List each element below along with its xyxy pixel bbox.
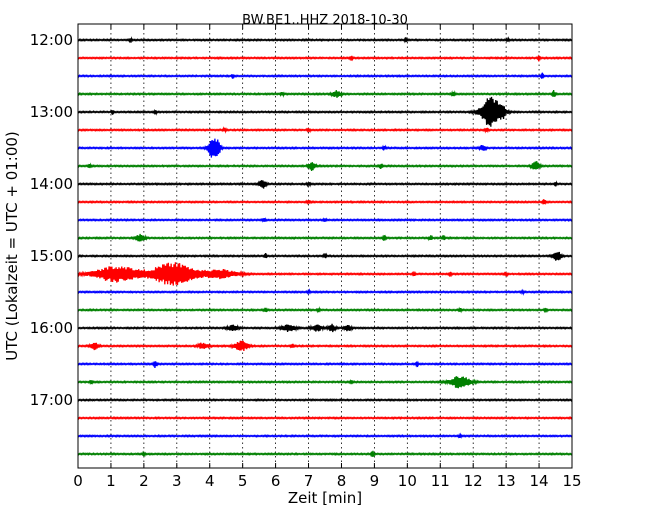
plot-frame bbox=[77, 23, 573, 469]
trace-rows bbox=[77, 36, 573, 458]
trace-1530 bbox=[77, 288, 573, 296]
x-tick-label: 8 bbox=[337, 472, 347, 490]
trace-1700 bbox=[77, 398, 573, 402]
y-tick-label: 16:00 bbox=[30, 319, 73, 337]
y-axis-ticks: 12:00 13:00 14:00 15:00 16:00 17:00 bbox=[30, 31, 572, 409]
x-tick-label: 5 bbox=[238, 472, 248, 490]
x-tick-label: 11 bbox=[431, 472, 450, 490]
trace-1615 bbox=[77, 340, 573, 351]
x-axis-label: Zeit [min] bbox=[288, 489, 362, 507]
trace-1415 bbox=[77, 199, 573, 206]
vertical-gridlines bbox=[110, 24, 540, 468]
y-tick-label: 17:00 bbox=[30, 391, 73, 409]
x-tick-label: 9 bbox=[370, 472, 380, 490]
y-tick-label: 14:00 bbox=[30, 175, 73, 193]
y-tick-label: 13:00 bbox=[30, 103, 73, 121]
trace-1230 bbox=[77, 72, 573, 79]
trace-1730 bbox=[77, 432, 573, 439]
trace-1715 bbox=[77, 416, 573, 421]
x-tick-label: 15 bbox=[562, 472, 581, 490]
trace-1600 bbox=[77, 323, 573, 333]
trace-1245 bbox=[77, 90, 573, 98]
x-tick-label: 0 bbox=[73, 472, 83, 490]
x-tick-label: 6 bbox=[271, 472, 281, 490]
y-tick-label: 15:00 bbox=[30, 247, 73, 265]
trace-1500 bbox=[77, 251, 573, 261]
trace-1315 bbox=[77, 126, 573, 134]
x-tick-label: 2 bbox=[139, 472, 149, 490]
x-tick-label: 14 bbox=[530, 472, 549, 490]
trace-1445 bbox=[77, 233, 573, 242]
x-tick-label: 1 bbox=[106, 472, 116, 490]
trace-1745 bbox=[77, 450, 573, 458]
chart-title: BW.BE1..HHZ 2018-10-30 bbox=[242, 13, 408, 28]
x-tick-label: 4 bbox=[205, 472, 215, 490]
x-tick-label: 13 bbox=[497, 472, 516, 490]
trace-1300 bbox=[77, 96, 573, 127]
trace-1330 bbox=[77, 138, 573, 158]
trace-1345 bbox=[77, 161, 573, 172]
trace-1645 bbox=[77, 376, 573, 389]
trace-1430 bbox=[77, 217, 573, 223]
x-tick-label: 7 bbox=[304, 472, 314, 490]
trace-1545 bbox=[77, 306, 573, 314]
y-tick-label: 12:00 bbox=[30, 31, 73, 49]
x-tick-label: 3 bbox=[172, 472, 182, 490]
trace-1630 bbox=[77, 360, 573, 368]
x-axis-ticks: 0 1 2 3 4 5 6 7 8 9 10 11 12 13 14 15 bbox=[73, 24, 582, 490]
trace-1200 bbox=[77, 36, 573, 44]
y-axis-label: UTC (Lokalzeit = UTC + 01:00) bbox=[3, 131, 21, 361]
x-tick-label: 10 bbox=[398, 472, 417, 490]
trace-1515 bbox=[77, 262, 573, 286]
trace-1215 bbox=[77, 54, 573, 62]
trace-1400 bbox=[77, 180, 573, 189]
x-tick-label: 12 bbox=[464, 472, 483, 490]
